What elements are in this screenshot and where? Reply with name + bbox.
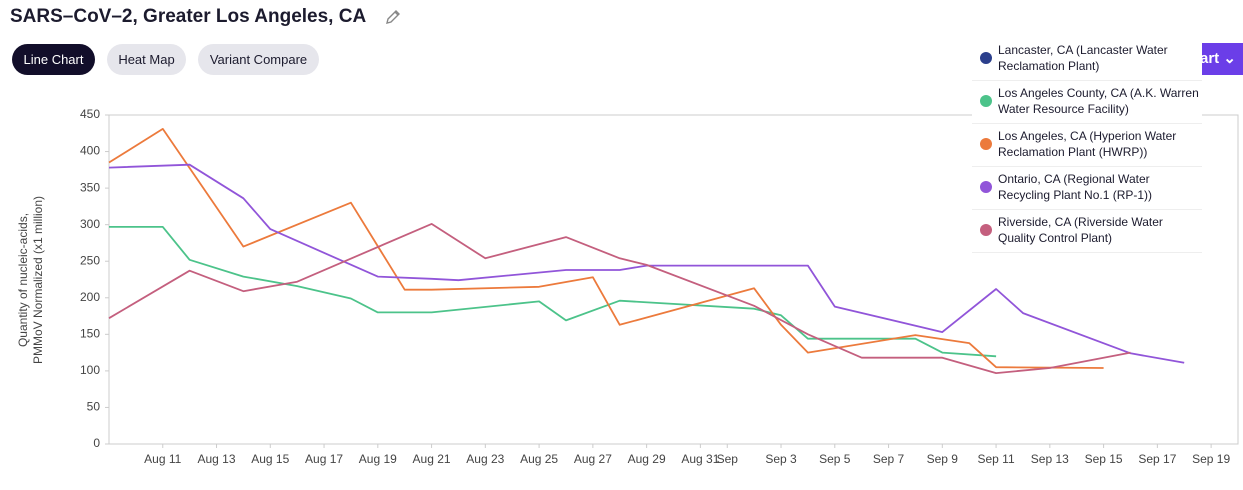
tab[interactable]: Variant Compare <box>198 44 319 75</box>
series-line <box>108 163 1185 364</box>
x-tick-label: Sep <box>717 452 739 466</box>
x-tick-label: Aug 11 <box>144 452 181 466</box>
legend: Lancaster, CA (Lancaster Water Reclamati… <box>972 38 1202 253</box>
x-tick-label: Sep 13 <box>1031 452 1069 466</box>
legend-label: Los Angeles, CA (Hyperion Water Reclamat… <box>998 129 1177 159</box>
page-title: SARS–CoV–2, Greater Los Angeles, CA <box>10 6 367 27</box>
legend-marker <box>980 181 992 193</box>
x-tick-label: Sep 7 <box>873 452 905 466</box>
legend-label: Los Angeles County, CA (A.K. Warren Wate… <box>998 86 1199 116</box>
x-tick-label: Aug 13 <box>198 452 236 466</box>
x-tick-label: Aug 27 <box>574 452 612 466</box>
legend-marker <box>980 224 992 236</box>
x-tick-label: Aug 23 <box>466 452 504 466</box>
plot-frame <box>108 114 1239 445</box>
series-line <box>108 128 1104 369</box>
x-tick-label: Aug 19 <box>359 452 397 466</box>
legend-item[interactable]: Los Angeles, CA (Hyperion Water Reclamat… <box>972 124 1202 167</box>
legend-label: Ontario, CA (Regional Water Recycling Pl… <box>998 172 1153 202</box>
y-tick-label: 450 <box>80 107 100 121</box>
legend-item[interactable]: Ontario, CA (Regional Water Recycling Pl… <box>972 167 1202 210</box>
x-tick-label: Aug 15 <box>251 452 289 466</box>
y-tick-label: 100 <box>80 363 100 377</box>
y-tick-label: 400 <box>80 144 100 158</box>
x-tick-label: Sep 5 <box>819 452 851 466</box>
y-tick-label: 250 <box>80 253 100 267</box>
series-line <box>108 223 1131 374</box>
x-tick-label: Aug 21 <box>413 452 451 466</box>
legend-marker <box>980 138 992 150</box>
x-tick-label: Sep 11 <box>977 452 1014 466</box>
tab[interactable]: Line Chart <box>12 44 95 75</box>
x-tick-label: Sep 9 <box>927 452 959 466</box>
y-tick-label: 300 <box>80 217 100 231</box>
x-tick-label: Aug 25 <box>520 452 558 466</box>
x-tick-label: Aug 31 <box>681 452 719 466</box>
series-line <box>109 226 997 358</box>
legend-label: Lancaster, CA (Lancaster Water Reclamati… <box>998 43 1168 73</box>
x-tick-label: Sep 15 <box>1085 452 1123 466</box>
y-tick-label: 200 <box>80 290 100 304</box>
y-tick-label: 0 <box>93 436 100 450</box>
legend-item[interactable]: Los Angeles County, CA (A.K. Warren Wate… <box>972 81 1202 124</box>
x-tick-label: Aug 17 <box>305 452 343 466</box>
x-tick-label: Sep 19 <box>1192 452 1230 466</box>
y-tick-label: 350 <box>80 180 100 194</box>
x-tick-label: Aug 29 <box>628 452 666 466</box>
legend-marker <box>980 95 992 107</box>
y-axis-label: Quantity of nucleic-acids,PMMoV Normaliz… <box>16 196 45 364</box>
legend-marker <box>980 52 992 64</box>
legend-item[interactable]: Lancaster, CA (Lancaster Water Reclamati… <box>972 38 1202 81</box>
legend-label: Riverside, CA (Riverside Water Quality C… <box>998 215 1163 245</box>
x-tick-label: Sep 17 <box>1138 452 1176 466</box>
legend-item[interactable]: Riverside, CA (Riverside Water Quality C… <box>972 210 1202 253</box>
y-axis-label-line: Quantity of nucleic-acids, <box>16 213 30 347</box>
y-axis-label-line: PMMoV Normalized (x1 million) <box>31 196 45 364</box>
tab[interactable]: Heat Map <box>107 44 186 75</box>
y-tick-label: 50 <box>87 400 101 414</box>
edit-icon[interactable] <box>384 8 402 26</box>
x-tick-label: Sep 3 <box>765 452 797 466</box>
y-tick-label: 150 <box>80 327 100 341</box>
